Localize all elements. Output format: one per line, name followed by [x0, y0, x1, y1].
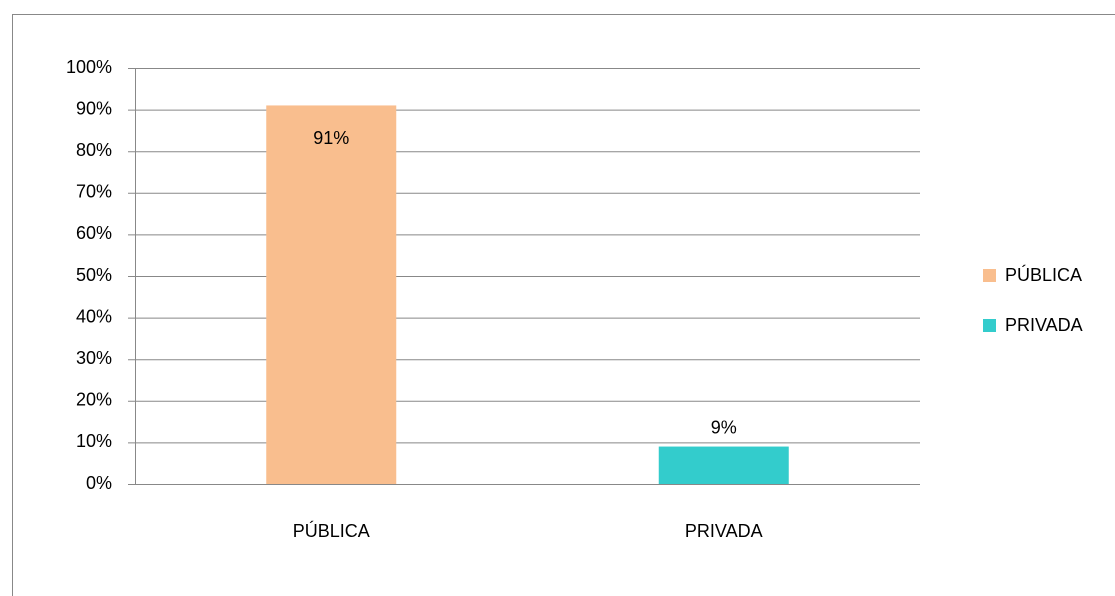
y-tick-label: 20% [76, 390, 112, 410]
y-tick-label: 70% [76, 182, 112, 202]
legend-label: PRIVADA [1005, 315, 1083, 335]
legend-label: PÚBLICA [1005, 264, 1082, 285]
y-tick-label: 100% [66, 57, 112, 77]
bar [266, 105, 397, 484]
y-tick-label: 30% [76, 348, 112, 368]
y-tick-label: 40% [76, 306, 112, 326]
y-tick-label: 80% [76, 140, 112, 160]
y-tick-label: 50% [76, 265, 112, 285]
legend-swatch [983, 269, 996, 282]
value-label: 91% [313, 128, 349, 148]
value-label: 9% [711, 417, 737, 437]
y-tick-label: 10% [76, 431, 112, 451]
bar [658, 446, 789, 484]
legend-swatch [983, 319, 996, 332]
x-tick-label: PÚBLICA [293, 520, 370, 541]
chart-border [12, 14, 1115, 596]
y-tick-label: 60% [76, 223, 112, 243]
y-tick-label: 90% [76, 98, 112, 118]
y-tick-label: 0% [86, 473, 112, 493]
x-tick-label: PRIVADA [685, 521, 763, 541]
